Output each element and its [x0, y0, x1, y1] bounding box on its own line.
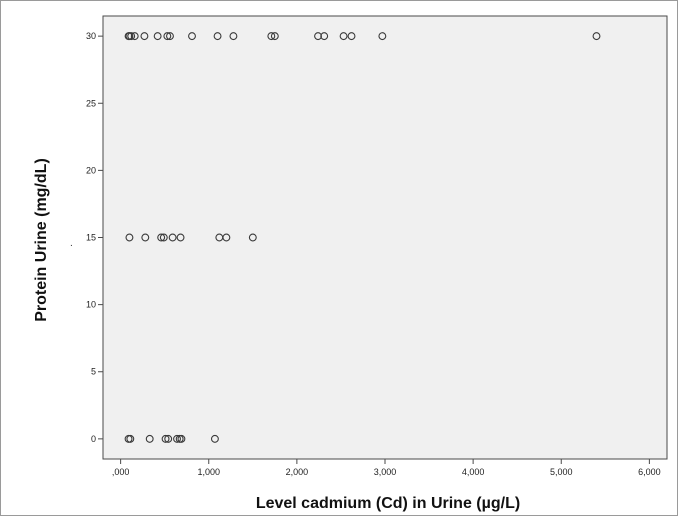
data-point: [163, 32, 172, 41]
data-point: [339, 32, 348, 41]
data-point: [222, 233, 231, 242]
x-axis: ,000 1,000 2,000 3,000 4,000 5,000 6,000: [112, 459, 661, 477]
data-point: [592, 32, 601, 41]
data-point: [173, 434, 181, 443]
data-points: [124, 32, 601, 443]
y-tick-label: 20: [86, 165, 96, 175]
x-axis-title: Level cadmium (Cd) in Urine (µg/L): [256, 495, 520, 512]
data-point: [210, 434, 219, 443]
data-point: [157, 233, 166, 242]
data-point: [378, 32, 387, 41]
data-point: [140, 32, 149, 41]
x-tick-label: 4,000: [462, 467, 485, 477]
x-tick-label: ,000: [112, 467, 130, 477]
data-point: [159, 233, 168, 242]
data-point: [166, 32, 174, 41]
y-axis: 0 5 10 15 20 25 30: [86, 31, 103, 444]
data-point: [127, 32, 136, 41]
data-point: [188, 32, 196, 41]
y-axis-title: Protein Urine (mg/dL): [33, 158, 50, 322]
data-point: [347, 32, 356, 41]
data-point: [145, 434, 154, 443]
stray-mark: .: [70, 238, 73, 249]
y-tick-label: 25: [86, 98, 96, 108]
data-point: [153, 32, 162, 41]
x-tick-label: 2,000: [286, 467, 309, 477]
y-tick-label: 15: [86, 233, 96, 243]
plot-area: [102, 15, 668, 460]
data-point: [161, 434, 170, 443]
data-point: [248, 233, 257, 242]
data-point: [270, 32, 279, 41]
x-tick-label: 1,000: [197, 467, 220, 477]
data-point: [125, 233, 134, 242]
data-point: [314, 32, 322, 41]
data-point: [320, 32, 329, 41]
data-point: [130, 32, 139, 41]
data-point: [164, 434, 173, 443]
data-point: [168, 233, 177, 242]
y-tick-label: 5: [91, 367, 96, 377]
data-point: [177, 434, 186, 443]
data-point: [176, 233, 185, 242]
y-tick-label: 0: [91, 434, 96, 444]
data-point: [229, 32, 238, 41]
x-tick-label: 6,000: [638, 467, 661, 477]
data-point: [213, 32, 222, 41]
data-point: [141, 233, 150, 242]
x-tick-label: 5,000: [550, 467, 573, 477]
data-point: [126, 434, 135, 443]
y-tick-label: 10: [86, 300, 96, 310]
x-tick-label: 3,000: [374, 467, 397, 477]
data-point: [267, 32, 276, 41]
y-tick-label: 30: [86, 31, 96, 41]
